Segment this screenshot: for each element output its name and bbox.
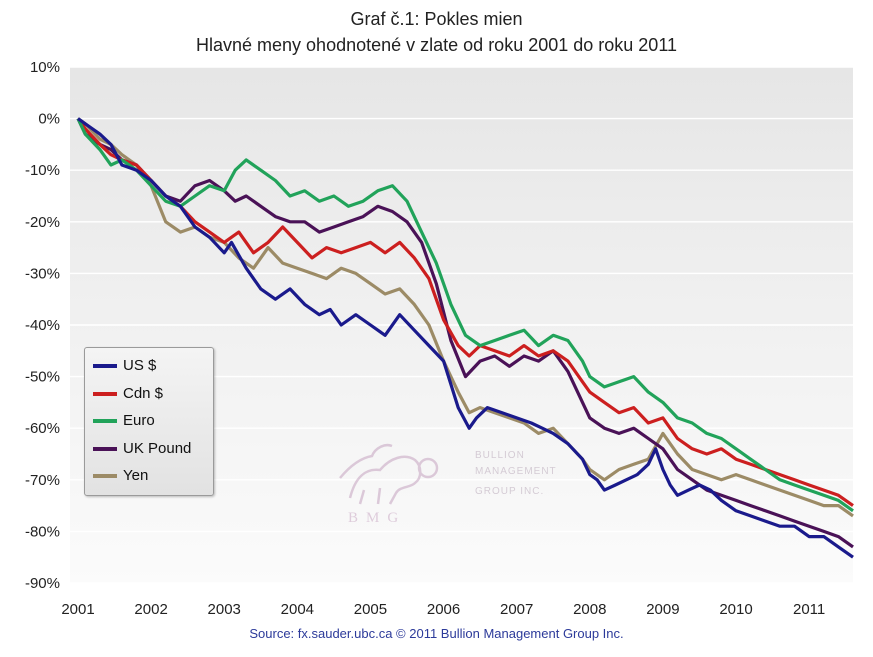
- chart-title: Graf č.1: Pokles mien: [350, 9, 523, 29]
- legend-label: Cdn $: [123, 384, 164, 402]
- legend-item: US $: [93, 354, 211, 378]
- x-tick-label: 2003: [208, 601, 241, 618]
- x-tick-label: 2011: [793, 601, 825, 618]
- legend-swatch: [93, 474, 117, 478]
- y-tick-label: 10%: [30, 59, 60, 76]
- bmg-watermark: BMG BULLION MANAGEMENT GROUP INC.: [330, 438, 590, 533]
- watermark-name-3: GROUP INC.: [475, 486, 545, 497]
- legend-item: Cdn $: [93, 382, 211, 406]
- legend-item: UK Pound: [93, 437, 211, 461]
- series-line-us: [77, 117, 854, 559]
- x-tick-label: 2007: [500, 601, 533, 618]
- griffin-logo-icon: [339, 443, 439, 505]
- series-line-cdn: [76, 117, 854, 507]
- watermark-name-1: BULLION: [475, 450, 525, 461]
- legend-item: Euro: [93, 409, 211, 433]
- watermark-name-2: MANAGEMENT: [475, 466, 557, 477]
- series-line-euro: [76, 117, 854, 513]
- y-tick-label: -30%: [25, 265, 60, 282]
- x-tick-label: 2010: [719, 601, 752, 618]
- y-tick-label: -50%: [25, 369, 60, 386]
- legend-swatch: [93, 446, 117, 451]
- x-tick-label: 2004: [281, 601, 314, 618]
- chart-legend: US $ Cdn $ Euro UK Pound Yen: [84, 347, 214, 496]
- watermark-abbr: BMG: [348, 510, 407, 526]
- x-tick-label: 2009: [646, 601, 679, 618]
- series-lines: [76, 117, 854, 559]
- y-tick-label: -40%: [25, 317, 60, 334]
- y-tick-label: -20%: [25, 214, 60, 231]
- x-tick-label: 2005: [354, 601, 387, 618]
- y-tick-label: -90%: [25, 575, 60, 592]
- y-axis: 10% 0% -10% -20% -30% -40% -50% -60% -70% -80% -90…: [25, 59, 60, 592]
- x-tick-label: 2006: [427, 601, 460, 618]
- chart-subtitle: Hlavné meny ohodnotené v zlate od roku 2…: [196, 35, 677, 55]
- x-tick-label: 2002: [134, 601, 167, 618]
- y-tick-label: 0%: [38, 111, 60, 128]
- y-tick-label: -60%: [25, 420, 60, 437]
- legend-label: US $: [123, 357, 157, 374]
- x-axis: 2001 2002 2003 2004 2005 2006 2007 2008 2009 2010…: [61, 601, 825, 618]
- legend-label: Yen: [123, 467, 149, 484]
- y-tick-label: -80%: [25, 523, 60, 540]
- legend-label: UK Pound: [123, 439, 192, 457]
- legend-label: Euro: [123, 412, 155, 429]
- legend-item: Yen: [93, 464, 211, 488]
- y-tick-label: -70%: [25, 472, 60, 489]
- source-note: Source: fx.sauder.ubc.ca © 2011 Bullion …: [249, 626, 624, 641]
- x-tick-label: 2008: [573, 601, 606, 618]
- series-line-uk-pound: [76, 117, 854, 549]
- y-tick-label: -10%: [25, 162, 60, 179]
- legend-swatch: [93, 391, 117, 396]
- legend-swatch: [93, 419, 117, 423]
- x-tick-label: 2001: [61, 601, 94, 618]
- legend-swatch: [93, 364, 117, 368]
